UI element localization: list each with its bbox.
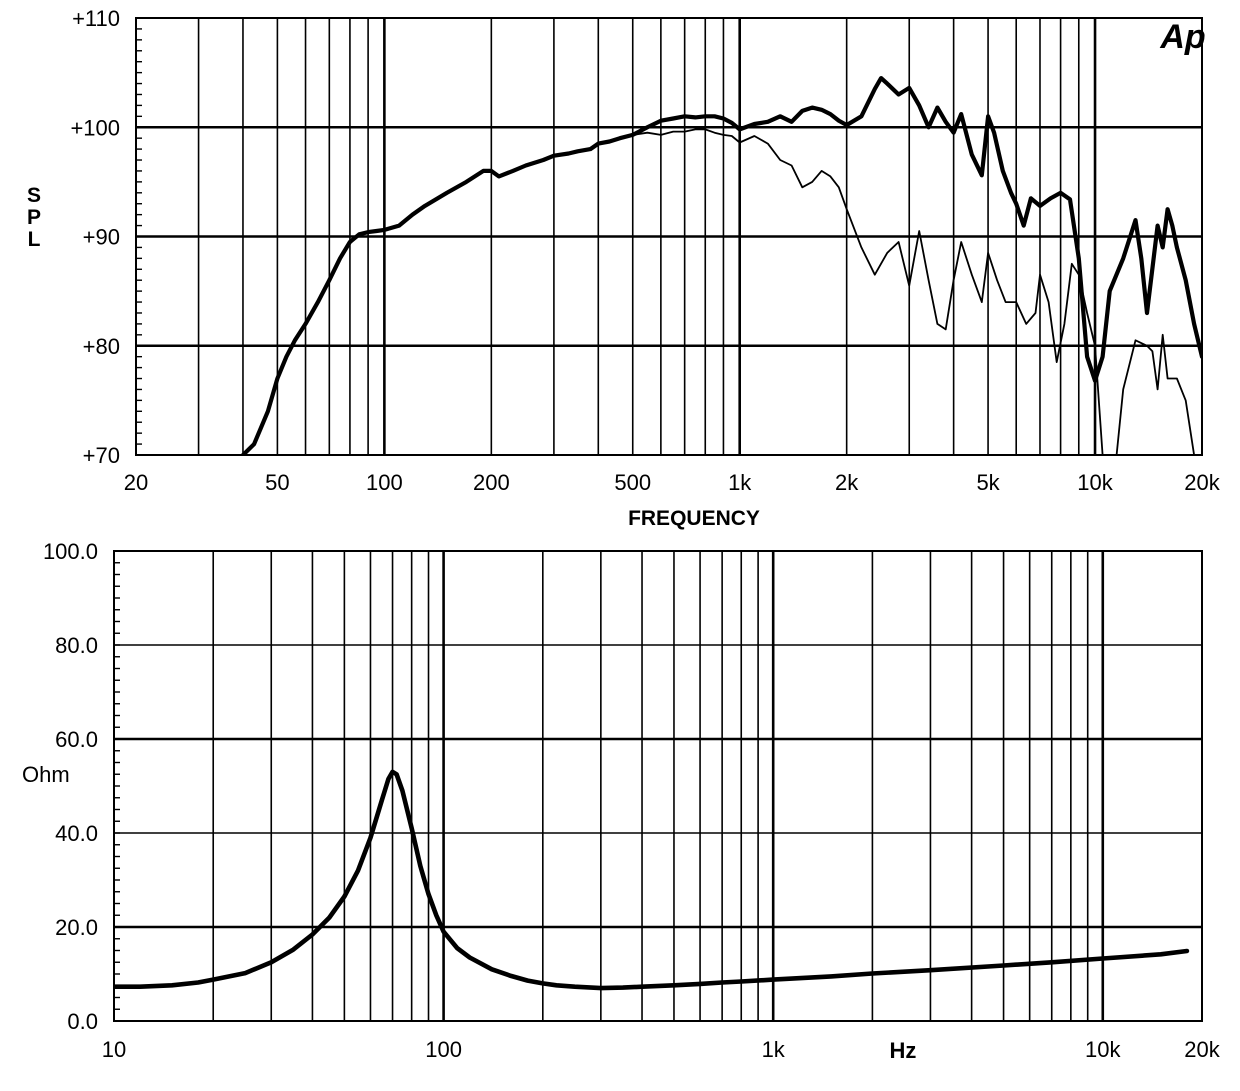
- y-tick-label: 100.0: [43, 539, 98, 564]
- grid-lines: [136, 18, 1202, 455]
- ap-logo: Ap: [1159, 18, 1205, 56]
- x-tick-label: 10k: [1077, 470, 1113, 495]
- y-tick-label: 60.0: [55, 727, 98, 752]
- y-tick-label: 20.0: [55, 915, 98, 940]
- x-tick-label: 50: [265, 470, 289, 495]
- y-tick-label: +90: [83, 225, 120, 250]
- x-tick-label: 20: [124, 470, 148, 495]
- y-axis-label-letter: S: [27, 184, 41, 207]
- x-tick-label: 1k: [762, 1037, 786, 1062]
- spl-chart: +70 +80 +90 +100 +110 20 50 100 200 500 1k 2k 5k 10k 2…: [27, 6, 1221, 530]
- impedance-chart: 0.0 20.0 40.0 60.0 80.0 100.0 10 100 1k 10k 20k Hz O…: [22, 539, 1221, 1063]
- x-tick-label: 100: [425, 1037, 462, 1062]
- grid-lines: [114, 551, 1202, 1021]
- x-tick-label: 5k: [976, 470, 1000, 495]
- y-tick-label: +100: [70, 115, 120, 140]
- thick-response-curve: [114, 769, 1190, 991]
- x-tick-label: 100: [366, 470, 403, 495]
- x-tick-label: 10: [102, 1037, 126, 1062]
- y-axis-label-letter: P: [27, 206, 41, 229]
- y-axis-label: Ohm: [22, 762, 70, 787]
- y-tick-label: +110: [72, 6, 120, 31]
- y-tick-label: 80.0: [55, 633, 98, 658]
- y-tick-label: 40.0: [55, 821, 98, 846]
- x-axis-label: FREQUENCY: [628, 507, 760, 530]
- left-axis-minor-ticks: [114, 550, 120, 1022]
- curves: [240, 76, 1202, 455]
- y-tick-label: 0.0: [67, 1009, 98, 1034]
- x-axis-label: Hz: [890, 1038, 917, 1063]
- x-tick-label: 1k: [728, 470, 752, 495]
- plot-frame: [113, 550, 1203, 1022]
- x-tick-label: 20k: [1184, 1037, 1220, 1062]
- y-tick-label: +80: [83, 334, 120, 359]
- x-tick-label: 2k: [835, 470, 859, 495]
- curves: [114, 769, 1190, 991]
- thin-response-curve: [631, 128, 1196, 455]
- x-tick-label: 10k: [1085, 1037, 1121, 1062]
- y-axis-label-letter: L: [28, 228, 41, 251]
- x-tick-label: 200: [473, 470, 510, 495]
- left-axis-minor-ticks: [136, 17, 142, 456]
- x-tick-label: 20k: [1184, 470, 1220, 495]
- y-tick-label: +70: [83, 443, 120, 468]
- thick-response-curve: [240, 76, 1202, 455]
- x-tick-label: 500: [614, 470, 651, 495]
